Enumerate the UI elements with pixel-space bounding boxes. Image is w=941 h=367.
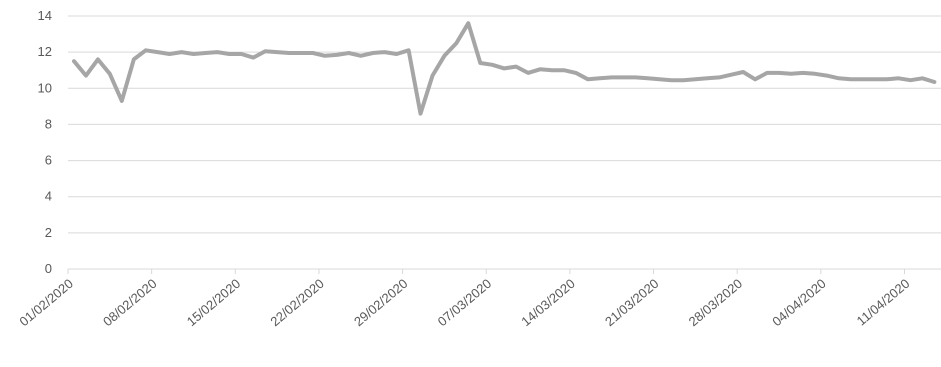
x-tick-label: 28/03/2020 (686, 276, 745, 329)
y-axis-ticks: 0 2 4 6 8 10 12 14 (38, 8, 52, 276)
x-tick-label: 07/03/2020 (435, 276, 494, 329)
y-tick-label: 12 (38, 44, 52, 59)
x-tick-label: 11/04/2020 (854, 276, 913, 329)
x-tick-label: 21/03/2020 (602, 276, 661, 329)
series-group (72, 21, 937, 116)
x-tick-label: 14/03/2020 (518, 276, 577, 329)
y-tick-label: 2 (45, 225, 52, 240)
y-tick-label: 4 (45, 189, 52, 204)
y-tick-label: 0 (45, 261, 52, 276)
series-line-0 (72, 21, 937, 116)
y-tick-label: 8 (45, 116, 52, 131)
gridlines (68, 15, 941, 234)
y-tick-label: 14 (38, 8, 52, 23)
y-tick-label: 10 (38, 80, 52, 95)
x-tick-label: 22/02/2020 (267, 276, 326, 329)
x-tick-label: 15/02/2020 (184, 276, 243, 329)
x-tick-label: 04/04/2020 (769, 276, 828, 329)
x-axis-ticks: 01/02/2020 08/02/2020 15/02/2020 22/02/2020… (16, 269, 912, 329)
x-tick-label: 01/02/2020 (16, 276, 75, 329)
x-tick-label: 08/02/2020 (100, 276, 159, 329)
x-tick-label: 29/02/2020 (351, 276, 410, 329)
y-tick-label: 6 (45, 153, 52, 168)
